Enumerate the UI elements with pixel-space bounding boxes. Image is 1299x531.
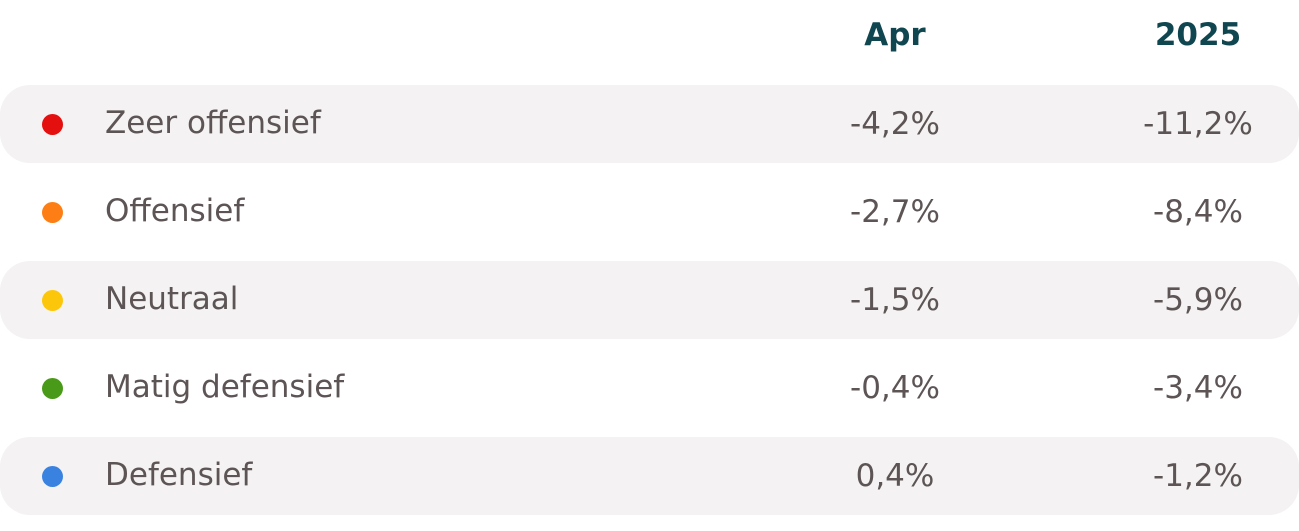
table-row: Defensief 0,4% -1,2% <box>0 437 1299 515</box>
value-cell: -1,5% <box>850 282 940 318</box>
value-cell: -0,4% <box>850 370 940 406</box>
row-label: Matig defensief <box>105 369 345 405</box>
column-header: 2025 <box>1154 17 1242 53</box>
value-cell: -11,2% <box>1143 106 1253 142</box>
value-cell: -8,4% <box>1153 194 1243 230</box>
color-dot <box>42 378 63 399</box>
color-dot <box>42 202 63 223</box>
table-row: Matig defensief -0,4% -3,4% <box>0 349 1299 427</box>
table-row: Offensief -2,7% -8,4% <box>0 173 1299 251</box>
value-cell: -4,2% <box>850 106 940 142</box>
row-label: Zeer offensief <box>105 105 321 141</box>
value-cell: -2,7% <box>850 194 940 230</box>
color-dot <box>42 290 63 311</box>
color-dot <box>42 466 63 487</box>
column-header: Apr <box>864 17 926 53</box>
row-label: Defensief <box>105 457 253 493</box>
value-cell: 0,4% <box>855 458 935 494</box>
value-cell: -1,2% <box>1153 458 1243 494</box>
table-row: Zeer offensief -4,2% -11,2% <box>0 85 1299 163</box>
value-cell: -5,9% <box>1153 282 1243 318</box>
row-label: Offensief <box>105 193 245 229</box>
value-cell: -3,4% <box>1153 370 1243 406</box>
color-dot <box>42 114 63 135</box>
table-row: Neutraal -1,5% -5,9% <box>0 261 1299 339</box>
row-label: Neutraal <box>105 281 239 317</box>
